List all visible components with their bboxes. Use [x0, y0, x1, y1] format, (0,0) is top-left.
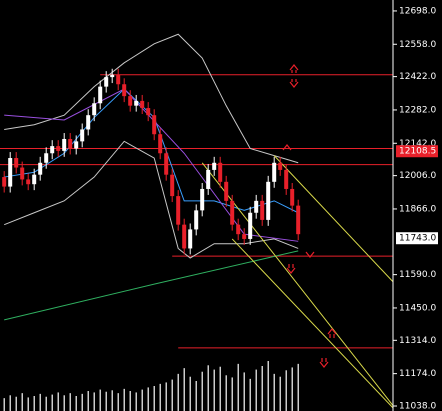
- candle-body: [224, 181, 229, 201]
- y-tick-label: 12006.0: [399, 171, 436, 181]
- plot: [0, 33, 394, 411]
- overlay-line: [4, 250, 299, 321]
- candle-body: [14, 158, 19, 168]
- candle-body: [104, 77, 109, 87]
- candle-body: [242, 234, 247, 239]
- candle-body: [284, 169, 289, 189]
- candle-body: [98, 86, 103, 104]
- candle-body: [260, 200, 265, 220]
- overlay-line: [273, 155, 394, 283]
- candle-body: [134, 100, 139, 106]
- candle-body: [44, 153, 49, 163]
- candle-body: [272, 162, 277, 182]
- candle-body: [20, 167, 25, 180]
- candle-body: [146, 108, 151, 116]
- candle-body: [38, 162, 43, 175]
- candle-body: [164, 153, 169, 175]
- candle-body: [68, 138, 73, 149]
- candle-body: [122, 84, 127, 97]
- y-tick-label: 11590.0: [399, 270, 436, 280]
- arrow-up: [289, 64, 299, 73]
- candle-body: [2, 177, 7, 187]
- candle-body: [176, 196, 181, 225]
- y-tick-label: 12558.0: [399, 40, 436, 50]
- candle-body: [236, 224, 241, 235]
- candle-body: [152, 115, 157, 135]
- candle-body: [56, 146, 61, 151]
- candle-body: [200, 188, 205, 211]
- y-tick-label: 12282.0: [399, 105, 436, 115]
- candle-body: [206, 169, 211, 189]
- arrows: [282, 64, 337, 368]
- candle-body: [74, 141, 79, 149]
- candle-body: [140, 100, 145, 109]
- y-tick-label: 12698.0: [399, 6, 436, 16]
- candle-body: [188, 229, 193, 249]
- y-tick-label: 11866.0: [399, 204, 436, 214]
- price-box: [396, 232, 438, 245]
- arrow-down: [319, 358, 329, 368]
- price-label: 11743.0: [399, 234, 436, 244]
- candle-body: [194, 210, 199, 230]
- arrow-up: [282, 144, 292, 151]
- arrow-up: [327, 328, 337, 338]
- candle-body: [80, 129, 85, 142]
- candle-body: [116, 74, 121, 85]
- candle-body: [110, 74, 115, 78]
- candle-body: [32, 174, 37, 185]
- price-label: 12108.5: [399, 147, 436, 157]
- candle-body: [158, 134, 163, 154]
- candle-body: [50, 146, 55, 154]
- candle-body: [92, 103, 97, 116]
- candle-body: [230, 200, 235, 225]
- y-tick-label: 12422.0: [399, 72, 436, 82]
- candle-body: [218, 162, 223, 182]
- candle-body: [212, 162, 217, 170]
- candle-body: [278, 162, 283, 170]
- y-tick-label: 11450.0: [399, 303, 436, 313]
- candle-body: [296, 205, 301, 235]
- candle-body: [170, 174, 175, 197]
- candle-body: [290, 188, 295, 206]
- candle-body: [8, 158, 13, 187]
- y-tick-label: 11038.0: [399, 402, 436, 411]
- candle-body: [62, 138, 67, 151]
- candle-body: [248, 212, 253, 239]
- arrow-down: [286, 264, 296, 274]
- candle-body: [254, 200, 259, 213]
- candle-body: [182, 224, 187, 249]
- candle-body: [128, 96, 133, 106]
- overlay-line: [231, 238, 394, 409]
- overlay-line: [4, 33, 299, 164]
- arrow-down: [305, 251, 315, 258]
- candle-body: [266, 181, 271, 220]
- price-box: [396, 145, 438, 158]
- arrow-down: [289, 79, 299, 88]
- y-tick-label: 11314.0: [399, 336, 436, 346]
- overlay-line: [4, 140, 299, 259]
- candle-body: [26, 179, 31, 185]
- candle-body: [86, 115, 91, 130]
- y-tick-label: 11174.0: [399, 369, 436, 379]
- y-tick-label: 12142.0: [399, 139, 436, 149]
